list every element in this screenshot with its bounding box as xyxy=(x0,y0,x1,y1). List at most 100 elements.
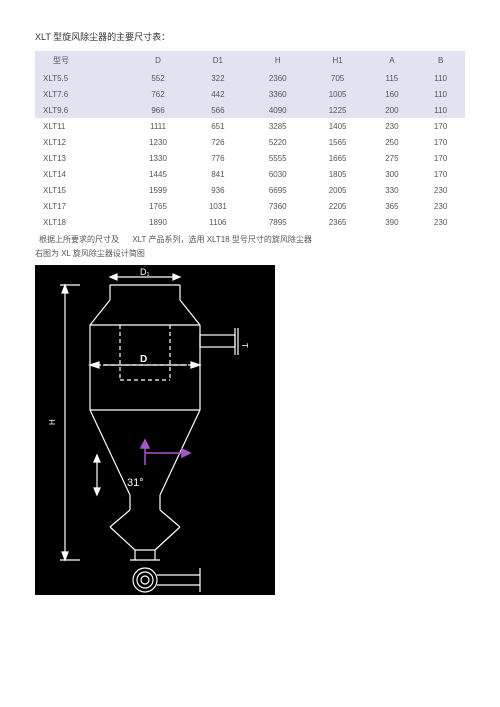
table-cell: 390 xyxy=(368,214,417,230)
table-cell: 1599 xyxy=(128,182,188,198)
table-row: XLT181890110678952365390230 xyxy=(35,214,465,230)
col-a: A xyxy=(368,51,417,70)
label-t: T xyxy=(240,343,249,348)
table-cell: 4090 xyxy=(248,102,308,118)
note-text-a: 根据上所要求的尺寸及 xyxy=(39,235,119,244)
table-cell: XLT5.5 xyxy=(35,70,128,86)
table-cell: 7360 xyxy=(248,198,308,214)
table-cell: 442 xyxy=(188,86,248,102)
table-cell: 2005 xyxy=(308,182,368,198)
table-row: XLT11111165132851405230170 xyxy=(35,118,465,134)
table-cell: 1031 xyxy=(188,198,248,214)
label-d1: D₁ xyxy=(140,267,150,277)
table-cell: 170 xyxy=(416,150,465,166)
table-cell: XLT14 xyxy=(35,166,128,182)
table-cell: 110 xyxy=(416,86,465,102)
table-cell: 726 xyxy=(188,134,248,150)
table-row: XLT9.696656640901225200110 xyxy=(35,102,465,118)
col-h1: H1 xyxy=(308,51,368,70)
table-cell: 6695 xyxy=(248,182,308,198)
table-cell: 966 xyxy=(128,102,188,118)
table-cell: 566 xyxy=(188,102,248,118)
table-cell: 762 xyxy=(128,86,188,102)
table-cell: 1765 xyxy=(128,198,188,214)
table-row: XLT5.55523222360705115110 xyxy=(35,70,465,86)
cyclone-diagram: D₁ D 31° T H xyxy=(35,265,275,595)
note-line-2: 右图为 XL 旋风除尘器设计简图 xyxy=(35,248,465,259)
table-cell: XLT11 xyxy=(35,118,128,134)
table-cell: 1405 xyxy=(308,118,368,134)
table-cell: 250 xyxy=(368,134,417,150)
col-h: H xyxy=(248,51,308,70)
table-cell: 170 xyxy=(416,134,465,150)
table-cell: 322 xyxy=(188,70,248,86)
note-text-b: XLT 产品系列，选用 XLT18 型号尺寸的旋风除尘器 xyxy=(132,235,312,244)
table-cell: 7895 xyxy=(248,214,308,230)
table-cell: 5555 xyxy=(248,150,308,166)
table-cell: 110 xyxy=(416,70,465,86)
table-cell: 330 xyxy=(368,182,417,198)
table-cell: 160 xyxy=(368,86,417,102)
label-d: D xyxy=(140,354,147,365)
table-cell: 1330 xyxy=(128,150,188,166)
table-cell: 275 xyxy=(368,150,417,166)
table-cell: 1890 xyxy=(128,214,188,230)
col-d: D xyxy=(128,51,188,70)
label-angle: 31° xyxy=(127,477,144,489)
table-cell: 1445 xyxy=(128,166,188,182)
table-cell: 1230 xyxy=(128,134,188,150)
table-header-row: 型号 D D1 H H1 A B xyxy=(35,51,465,70)
table-row: XLT14144584160301805300170 xyxy=(35,166,465,182)
col-d1: D1 xyxy=(188,51,248,70)
table-cell: XLT13 xyxy=(35,150,128,166)
table-cell: 5220 xyxy=(248,134,308,150)
table-row: XLT171765103173602205365230 xyxy=(35,198,465,214)
table-cell: 230 xyxy=(416,214,465,230)
table-cell: 1565 xyxy=(308,134,368,150)
dimensions-table: 型号 D D1 H H1 A B XLT5.555232223607051151… xyxy=(35,51,465,230)
label-h: H xyxy=(48,419,57,425)
note-line-1: 根据上所要求的尺寸及 XLT 产品系列，选用 XLT18 型号尺寸的旋风除尘器 xyxy=(39,234,465,246)
table-cell: 230 xyxy=(368,118,417,134)
table-cell: 705 xyxy=(308,70,368,86)
table-cell: 230 xyxy=(416,198,465,214)
table-cell: 936 xyxy=(188,182,248,198)
page-title: XLT 型旋风除尘器的主要尺寸表： xyxy=(35,30,465,43)
table-cell: XLT12 xyxy=(35,134,128,150)
table-cell: 230 xyxy=(416,182,465,198)
table-cell: 170 xyxy=(416,166,465,182)
col-model: 型号 xyxy=(35,51,128,70)
table-cell: 170 xyxy=(416,118,465,134)
table-cell: 1805 xyxy=(308,166,368,182)
table-cell: 365 xyxy=(368,198,417,214)
table-cell: 776 xyxy=(188,150,248,166)
table-cell: 110 xyxy=(416,102,465,118)
col-b: B xyxy=(416,51,465,70)
table-cell: XLT17 xyxy=(35,198,128,214)
table-cell: 1225 xyxy=(308,102,368,118)
table-cell: 841 xyxy=(188,166,248,182)
table-cell: 3360 xyxy=(248,86,308,102)
table-cell: 1005 xyxy=(308,86,368,102)
table-cell: XLT7.6 xyxy=(35,86,128,102)
table-cell: 115 xyxy=(368,70,417,86)
table-cell: 200 xyxy=(368,102,417,118)
table-row: XLT13133077655551665275170 xyxy=(35,150,465,166)
table-cell: 6030 xyxy=(248,166,308,182)
table-cell: XLT9.6 xyxy=(35,102,128,118)
table-cell: 2205 xyxy=(308,198,368,214)
table-cell: 552 xyxy=(128,70,188,86)
table-cell: 651 xyxy=(188,118,248,134)
table-cell: 2365 xyxy=(308,214,368,230)
table-row: XLT12123072652201565250170 xyxy=(35,134,465,150)
table-cell: 1665 xyxy=(308,150,368,166)
table-row: XLT7.676244233601005160110 xyxy=(35,86,465,102)
table-cell: XLT15 xyxy=(35,182,128,198)
table-row: XLT15159993666952005330230 xyxy=(35,182,465,198)
table-cell: 3285 xyxy=(248,118,308,134)
table-cell: XLT18 xyxy=(35,214,128,230)
table-cell: 1111 xyxy=(128,118,188,134)
table-cell: 1106 xyxy=(188,214,248,230)
table-cell: 2360 xyxy=(248,70,308,86)
table-cell: 300 xyxy=(368,166,417,182)
